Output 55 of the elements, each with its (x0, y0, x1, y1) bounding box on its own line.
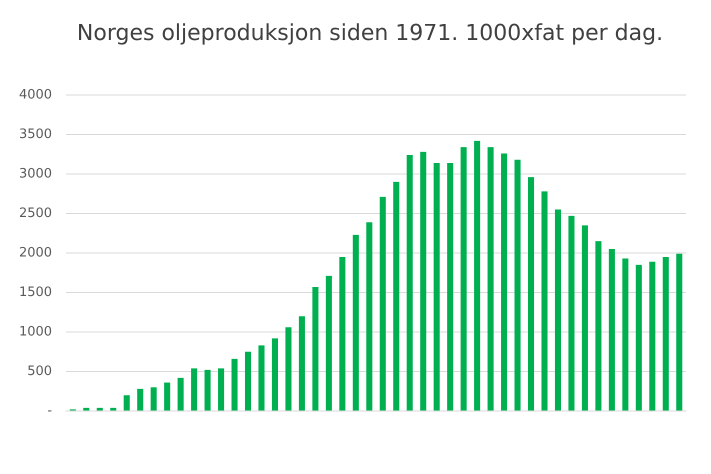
bar (110, 408, 116, 410)
bar (501, 153, 508, 410)
bar (662, 256, 669, 410)
bar (568, 216, 574, 410)
y-tick-label: 2000 (18, 245, 52, 260)
bar (312, 286, 318, 410)
bar (218, 368, 224, 410)
bar (393, 182, 400, 410)
y-tick-label: 4000 (18, 87, 52, 102)
bar (326, 276, 332, 410)
bar (366, 222, 372, 410)
chart-title: Norges oljeproduksjon siden 1971. 1000xfat per dag. (76, 20, 664, 48)
bar (434, 162, 440, 410)
bar (554, 210, 562, 410)
bar (636, 264, 642, 410)
y-tick-label: - (47, 403, 52, 418)
bar (244, 352, 252, 410)
bar (406, 155, 413, 410)
bar (649, 262, 656, 410)
bar (339, 256, 346, 410)
bar (420, 152, 426, 410)
bar (595, 241, 602, 410)
bar (676, 254, 682, 410)
bar (272, 338, 278, 410)
bar (83, 408, 90, 410)
y-tick-label: 2500 (18, 206, 52, 221)
bar (137, 388, 144, 410)
bar (232, 358, 238, 410)
bar (514, 160, 521, 410)
bar (178, 378, 184, 410)
bar (124, 395, 130, 410)
bar (528, 177, 534, 410)
bar (298, 316, 305, 410)
bar (150, 387, 157, 410)
bar (164, 382, 170, 410)
bar (258, 345, 265, 410)
bar (380, 196, 386, 410)
y-tick-label: 3000 (18, 166, 52, 182)
bar (622, 258, 628, 410)
y-tick-label: 3500 (18, 126, 52, 142)
bar (96, 408, 103, 410)
bar (204, 370, 211, 410)
y-tick-label: 1500 (18, 284, 52, 300)
bar (352, 234, 359, 410)
bar (474, 140, 480, 410)
bar (447, 162, 454, 410)
bar (608, 249, 615, 410)
bar (191, 368, 198, 410)
y-tick-label: 500 (27, 364, 52, 379)
bar (541, 191, 548, 410)
y-tick-label: 1000 (18, 324, 52, 340)
bar (582, 225, 588, 410)
bar (285, 327, 292, 410)
bar (488, 147, 494, 410)
bar (460, 147, 467, 410)
